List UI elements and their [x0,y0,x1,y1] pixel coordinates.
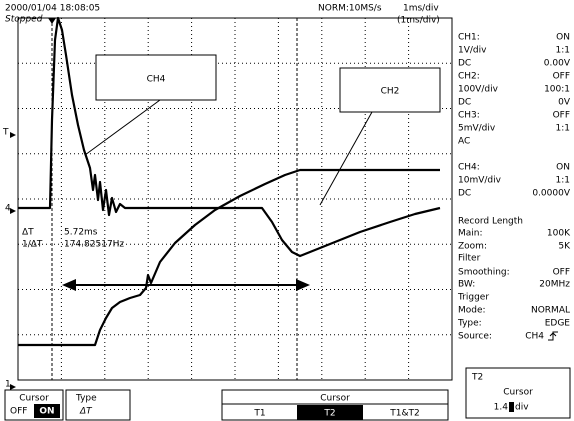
marker-arrow [10,132,16,138]
setting-label: Record Length [458,217,523,227]
setting-value: 100K [547,229,571,239]
setting-value: CH4 [525,332,544,342]
callout-box [339,67,441,113]
menu-label: Cursor [503,388,533,398]
setting-label: DC [458,59,471,69]
menu-label: Cursor [19,394,49,404]
setting-value: EDGE [545,319,571,329]
setting-value: 1:1 [556,46,570,56]
setting-value: NORMAL [531,306,570,316]
timebase: 1ms/div [403,4,439,14]
callout-line [319,111,373,206]
setting-value: 0.00V [544,59,571,69]
setting-label: 100V/div [458,85,499,95]
ch1-waveform [18,168,440,347]
menu-option[interactable]: T1 [253,409,265,419]
ch4-waveform [18,16,441,258]
menu-option[interactable]: ON [39,407,54,417]
graticule-frame [17,17,453,381]
menu-label: Type [75,394,97,404]
setting-value: 20MHz [539,280,570,290]
sampling: NORM:10MS/s [318,4,382,14]
setting-label: CH2: [458,72,480,82]
setting-label: Mode: [458,306,486,316]
setting-label: 1V/div [458,46,487,56]
readout-label: 1/ΔT [22,240,43,250]
setting-label: Main: [458,229,483,239]
setting-label: Source: [458,332,492,342]
setting-value: ON [556,33,570,43]
selected-option-bg [34,404,60,418]
readout-value: 174.82517Hz [64,240,124,250]
setting-label: Trigger [457,293,489,303]
ch1-ground-marker: 1 [5,380,11,390]
ch4-ground-marker: 4 [5,204,11,214]
setting-label: DC [458,189,471,199]
menu-title: T2 [471,373,483,383]
setting-label: CH3: [458,111,480,121]
menu-label: Cursor [320,394,350,404]
menu-value: 1.4 [494,403,509,413]
setting-label: CH4: [458,163,480,173]
setting-label: CH1: [458,33,480,43]
marker-arrow [10,384,16,390]
menu-box[interactable] [465,367,571,419]
setting-label: 5mV/div [458,124,496,134]
setting-label: BW: [458,280,475,290]
setting-value: OFF [553,268,570,278]
edge-icon [548,331,558,341]
setting-label: Smoothing: [458,268,510,278]
trigger-level-marker: T [2,128,9,138]
readout-label: ΔT [22,228,34,238]
menu-option[interactable]: OFF [10,407,27,417]
setting-label: AC [458,137,470,147]
setting-label: DC [458,98,471,108]
setting-value: 0V [558,98,571,108]
setting-label: Zoom: [458,242,487,252]
setting-value: 1:1 [556,176,570,186]
setting-label: Filter [458,254,481,264]
setting-value: 1:1 [556,124,570,134]
zoom-timebase: (1ms/div) [397,16,440,26]
menu-value: ΔT [79,407,93,417]
callout-label: CH4 [147,75,166,85]
setting-value: 100:1 [544,85,570,95]
readout-value: 5.72ms [64,228,98,238]
setting-value: 0.0000V [532,189,570,199]
callout-label: CH2 [381,87,400,97]
selected-option-bg [297,405,363,420]
datetime: 2000/01/04 18:08:05 [5,4,100,14]
settings-panel: CH1: ON 1V/div 1:1 DC 0.00V CH2: OFF 100V/div 100… [457,33,571,342]
edit-cursor [509,402,514,412]
menu-unit: div [515,403,529,413]
setting-value: 5K [558,242,571,252]
status: Stopped [5,15,43,25]
setting-value: OFF [553,111,570,121]
setting-label: 10mV/div [458,176,502,186]
callout-box [95,54,217,101]
setting-value: ON [556,163,570,173]
setting-label: Type: [457,319,482,329]
menu-option[interactable]: T1&T2 [389,409,419,419]
menu-option[interactable]: T2 [323,409,335,419]
menu-box[interactable] [65,389,131,421]
setting-value: OFF [553,72,570,82]
callout-line [84,99,161,156]
marker-arrow [10,208,16,214]
